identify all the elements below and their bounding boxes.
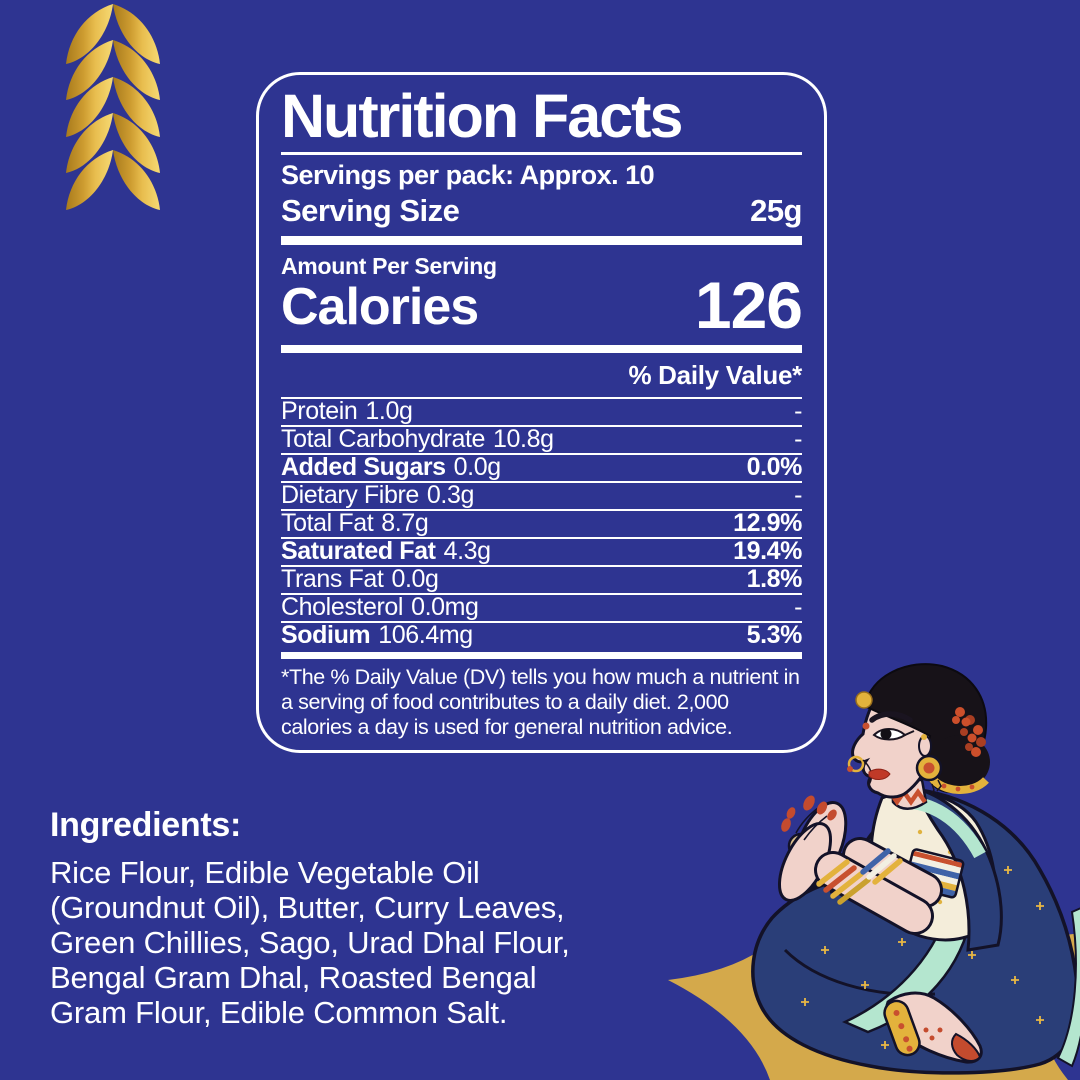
nutrient-row-saturated-fat: Saturated Fat 4.3g 19.4%	[281, 537, 802, 567]
nutrient-row-total-carbohydrate: Total Carbohydrate 10.8g -	[281, 425, 802, 455]
nutrient-row-total-fat: Total Fat 8.7g 12.9%	[281, 509, 802, 539]
ingredients-heading: Ingredients:	[50, 806, 241, 844]
amount-per-serving-label: Amount Per Serving	[281, 253, 497, 280]
divider-medium	[281, 344, 802, 353]
ingredients-line: Bengal Gram Dhal, Roasted Bengal	[50, 960, 537, 995]
title-rule	[281, 152, 802, 156]
divider-footnote	[281, 651, 802, 659]
nutrient-table: Protein 1.0g - Total Carbohydrate 10.8g …	[281, 396, 802, 650]
calories-label: Calories	[281, 277, 479, 336]
ingredients-line: Gram Flour, Edible Common Salt.	[50, 995, 508, 1030]
ingredients-line: Green Chillies, Sago, Urad Dhal Flour,	[50, 925, 570, 960]
nutrient-row-added-sugars: Added Sugars 0.0g 0.0%	[281, 453, 802, 483]
nutrient-row-dietary-fibre: Dietary Fibre 0.3g -	[281, 481, 802, 511]
woman-illustration	[668, 663, 1080, 1080]
henna-fingertips	[781, 795, 837, 832]
nutrition-facts-panel: Nutrition Facts Servings per pack: Appro…	[256, 72, 827, 753]
ingredients-section: Ingredients: Rice Flour, Edible Vegetabl…	[50, 806, 700, 1030]
servings-per-pack: Servings per pack: Approx. 10	[281, 160, 655, 191]
serving-size-label: Serving Size	[281, 193, 460, 229]
bangles	[816, 848, 903, 905]
hair-flowers	[952, 707, 986, 757]
nose-ring	[847, 755, 865, 773]
nutrient-row-cholesterol: Cholesterol 0.0mg -	[281, 593, 802, 623]
ingredients-line: (Groundnut Oil), Butter, Curry Leaves,	[50, 890, 565, 925]
wheat-motif-icon	[66, 4, 160, 210]
calories-value: 126	[694, 268, 803, 343]
calories-row: Calories 126	[281, 268, 803, 343]
daily-value-footnote: *The % Daily Value (DV) tells you how mu…	[281, 664, 800, 739]
nutrient-row-trans-fat: Trans Fat 0.0g 1.8%	[281, 565, 802, 595]
lips	[868, 768, 891, 780]
nutrient-row-sodium: Sodium 106.4mg 5.3%	[281, 621, 802, 650]
serving-size-value: 25g	[750, 193, 802, 229]
divider-thick	[281, 236, 802, 246]
daily-value-header: % Daily Value*	[628, 359, 802, 390]
nutrient-row-protein: Protein 1.0g -	[281, 397, 802, 427]
serving-size-row: Serving Size 25g	[281, 193, 802, 229]
forehead-ornament	[855, 691, 873, 709]
eyebrow	[869, 711, 913, 723]
bindi	[862, 722, 870, 730]
panel-title: Nutrition Facts	[281, 82, 683, 150]
ingredients-line: Rice Flour, Edible Vegetable Oil	[50, 855, 480, 890]
anklet	[883, 999, 921, 1057]
